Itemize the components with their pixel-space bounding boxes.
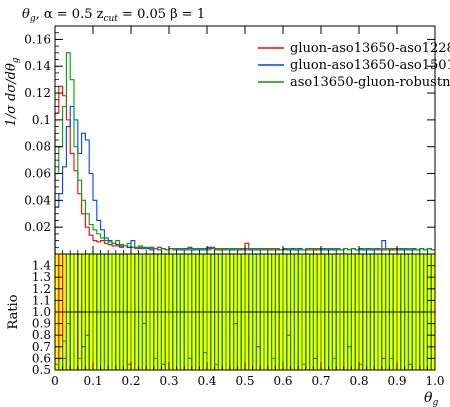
title-var: θ [22, 7, 30, 22]
y-axis-label-text: 1/σ dσ/dθ [4, 63, 19, 127]
ratio-y-tick-label: 1.4 [32, 259, 51, 273]
y-tick-label: 0.12 [24, 86, 51, 100]
y-axis-label-sub: g [11, 57, 21, 63]
ratio-y-tick-label: 0.8 [32, 328, 51, 342]
y-tick-label: 0.04 [24, 193, 51, 207]
legend: gluon-aso13650-aso12285-r gluon-aso13650-… [258, 41, 450, 90]
ratio-y-tick-label: 1.2 [32, 282, 51, 296]
ratio-y-tick-label: 0.7 [32, 340, 51, 354]
ratio-y-tick-label: 0.6 [32, 351, 51, 365]
legend-label-2: aso13650-gluon-robustness [290, 75, 450, 90]
series-line-2 [54, 52, 435, 254]
y-tick-label: 0.16 [24, 32, 51, 46]
y-tick-label: 0.1 [32, 113, 51, 127]
x-axis-label-text: θ [424, 390, 433, 406]
title-var-sub: g [30, 14, 36, 24]
ratio-y-tick-label: 0.9 [32, 317, 51, 331]
x-tick-label: 0.5 [235, 374, 254, 388]
x-tick-label: 0.8 [349, 374, 368, 388]
title-rest1: , α = 0.5 z [36, 7, 104, 22]
axes: 0.020.040.060.080.10.120.140.160.50.60.7… [24, 25, 445, 388]
x-tick-label: 1.0 [425, 374, 444, 388]
ratio-panel [55, 254, 435, 370]
ratio-y-tick-label: 1.0 [32, 305, 51, 319]
y-axis-label: 1/σ dσ/dθg [4, 57, 21, 126]
x-axis-label: θg [424, 390, 438, 407]
title-rest2: = 0.05 β = 1 [118, 7, 205, 22]
x-tick-label: 0.3 [159, 374, 178, 388]
legend-label-0: gluon-aso13650-aso12285-r [290, 41, 450, 56]
x-tick-label: 0.2 [121, 374, 140, 388]
ratio-axis-label: Ratio [6, 294, 21, 329]
y-tick-label: 0.14 [24, 59, 51, 73]
y-tick-label: 0.02 [24, 220, 51, 234]
x-axis-label-sub: g [432, 398, 438, 407]
chart-title: θg, α = 0.5 zcut = 0.05 β = 1 [22, 7, 205, 24]
ratio-y-tick-label: 0.5 [32, 363, 51, 377]
ratio-y-tick-label: 1.3 [32, 270, 51, 284]
x-tick-label: 0 [51, 374, 59, 388]
series-line-1 [54, 105, 435, 254]
x-tick-label: 0.9 [387, 374, 406, 388]
x-tick-label: 0.4 [197, 374, 216, 388]
series-line-0 [54, 85, 435, 254]
y-tick-label: 0.08 [24, 140, 51, 154]
y-tick-label: 0.06 [24, 167, 51, 181]
x-tick-label: 0.1 [83, 374, 102, 388]
ratio-y-tick-label: 1.1 [32, 293, 51, 307]
legend-label-1: gluon-aso13650-aso15015-r [290, 58, 450, 73]
title-cut-sub: cut [103, 14, 118, 24]
x-tick-label: 0.6 [273, 374, 292, 388]
x-tick-label: 0.7 [311, 374, 330, 388]
